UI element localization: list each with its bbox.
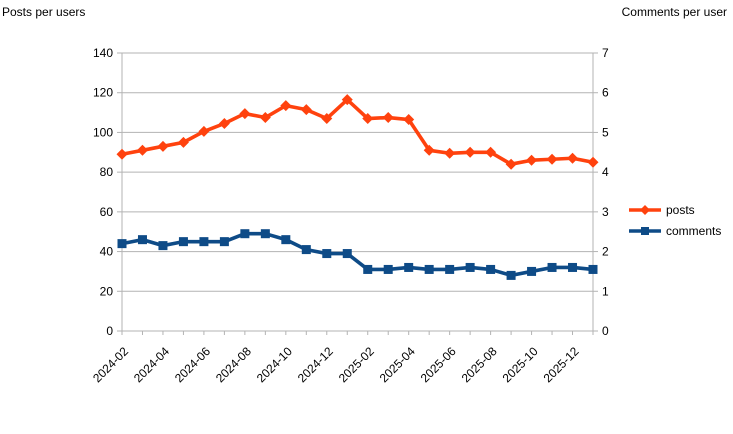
left-axis-tick-label: 0 [106, 324, 113, 338]
posts-marker [567, 152, 579, 164]
posts-marker [485, 146, 497, 158]
legend-label-posts: posts [666, 203, 695, 217]
right-axis-tick-label: 1 [602, 284, 609, 298]
posts-marker [259, 112, 271, 124]
posts-marker [362, 113, 374, 125]
comments-marker [281, 235, 291, 245]
left-axis-tick-label: 140 [93, 46, 113, 60]
x-axis-tick-label: 2024-02 [90, 344, 131, 385]
posts-marker [341, 94, 353, 106]
right-axis-tick-label: 0 [602, 324, 609, 338]
x-axis-tick-label: 2025-06 [418, 344, 459, 385]
comments-marker [240, 229, 250, 239]
x-axis-tick-label: 2025-12 [541, 344, 582, 385]
right-axis-tick-label: 4 [602, 165, 609, 179]
comments-marker [158, 241, 168, 251]
posts-legend-swatch [629, 205, 661, 215]
posts-marker [198, 125, 210, 137]
x-axis-tick-label: 2024-08 [213, 344, 254, 385]
posts-marker [464, 146, 476, 158]
posts-marker [116, 148, 128, 160]
x-axis-tick-label: 2025-04 [377, 344, 418, 385]
posts-marker [403, 114, 415, 126]
comments-marker [363, 264, 373, 274]
posts-marker [526, 154, 538, 166]
comments-legend-swatch [629, 227, 661, 235]
legend-item-posts: posts [628, 202, 721, 218]
legend: posts comments [628, 202, 721, 239]
left-axis-title: Posts per users [2, 5, 86, 19]
right-axis-title: Comments per user [621, 5, 727, 19]
posts-marker [218, 117, 230, 129]
comments-marker [465, 262, 475, 272]
posts-marker [444, 147, 456, 159]
right-axis-tick-label: 7 [602, 46, 609, 60]
right-axis-tick-label: 3 [602, 205, 609, 219]
posts-marker [177, 136, 189, 148]
posts-marker [382, 112, 394, 124]
right-axis-tick-label: 5 [602, 125, 609, 139]
left-axis-tick-label: 120 [93, 86, 113, 100]
right-axis-tick-label: 6 [602, 86, 609, 100]
left-axis-tick-label: 40 [100, 245, 114, 259]
comments-marker [527, 266, 537, 276]
comments-marker [445, 264, 455, 274]
comments-marker [486, 264, 496, 274]
comments-marker [588, 264, 598, 274]
x-axis-tick-label: 2024-10 [254, 344, 295, 385]
posts-marker [239, 108, 251, 120]
posts-marker [587, 156, 599, 168]
comments-marker [178, 237, 188, 247]
posts-marker [300, 104, 312, 116]
comments-marker [568, 262, 578, 272]
posts-marker [546, 153, 558, 165]
comments-marker [219, 237, 229, 247]
x-axis-tick-label: 2024-12 [295, 344, 336, 385]
comments-series-line [121, 231, 594, 278]
comments-marker [506, 270, 516, 280]
comments-marker [301, 245, 311, 255]
right-axis-tick-label: 2 [602, 245, 609, 259]
comments-marker [117, 239, 127, 249]
legend-item-comments: comments [628, 223, 721, 239]
x-axis-tick-label: 2024-06 [172, 344, 213, 385]
comments-marker [404, 262, 414, 272]
comments-marker [137, 235, 147, 245]
posts-marker [136, 144, 148, 156]
posts-marker [423, 144, 435, 156]
comments-marker [547, 262, 557, 272]
comments-marker [260, 229, 270, 239]
legend-label-comments: comments [666, 224, 722, 238]
comments-marker [342, 249, 352, 259]
left-axis-tick-label: 80 [100, 165, 114, 179]
x-axis-tick-label: 2025-02 [336, 344, 377, 385]
comments-marker [322, 249, 332, 259]
x-axis-tick-label: 2025-10 [500, 344, 541, 385]
posts-marker [157, 140, 169, 152]
posts-marker [321, 113, 333, 125]
x-axis-tick-label: 2024-04 [131, 344, 172, 385]
posts-marker [280, 100, 292, 112]
comments-marker [383, 264, 393, 274]
comments-marker [424, 264, 434, 274]
x-axis-tick-label: 2025-08 [459, 344, 500, 385]
left-axis-tick-label: 60 [100, 205, 114, 219]
left-axis-tick-label: 100 [93, 125, 113, 139]
left-axis-tick-label: 20 [100, 284, 114, 298]
comments-marker [199, 237, 209, 247]
posts-marker [505, 158, 517, 170]
